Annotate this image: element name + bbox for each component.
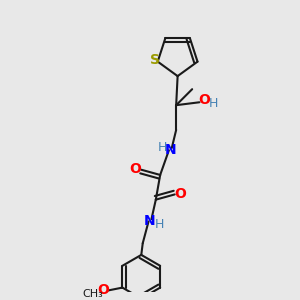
Text: N: N [164, 143, 176, 157]
Text: H: H [158, 141, 167, 154]
Text: O: O [130, 162, 141, 176]
Text: O: O [97, 283, 109, 297]
Text: S: S [150, 53, 161, 68]
Text: H: H [208, 97, 218, 110]
Text: O: O [175, 187, 187, 201]
Text: CH₃: CH₃ [82, 289, 103, 299]
Text: N: N [144, 214, 156, 229]
Text: H: H [155, 218, 164, 231]
Text: O: O [198, 93, 210, 107]
